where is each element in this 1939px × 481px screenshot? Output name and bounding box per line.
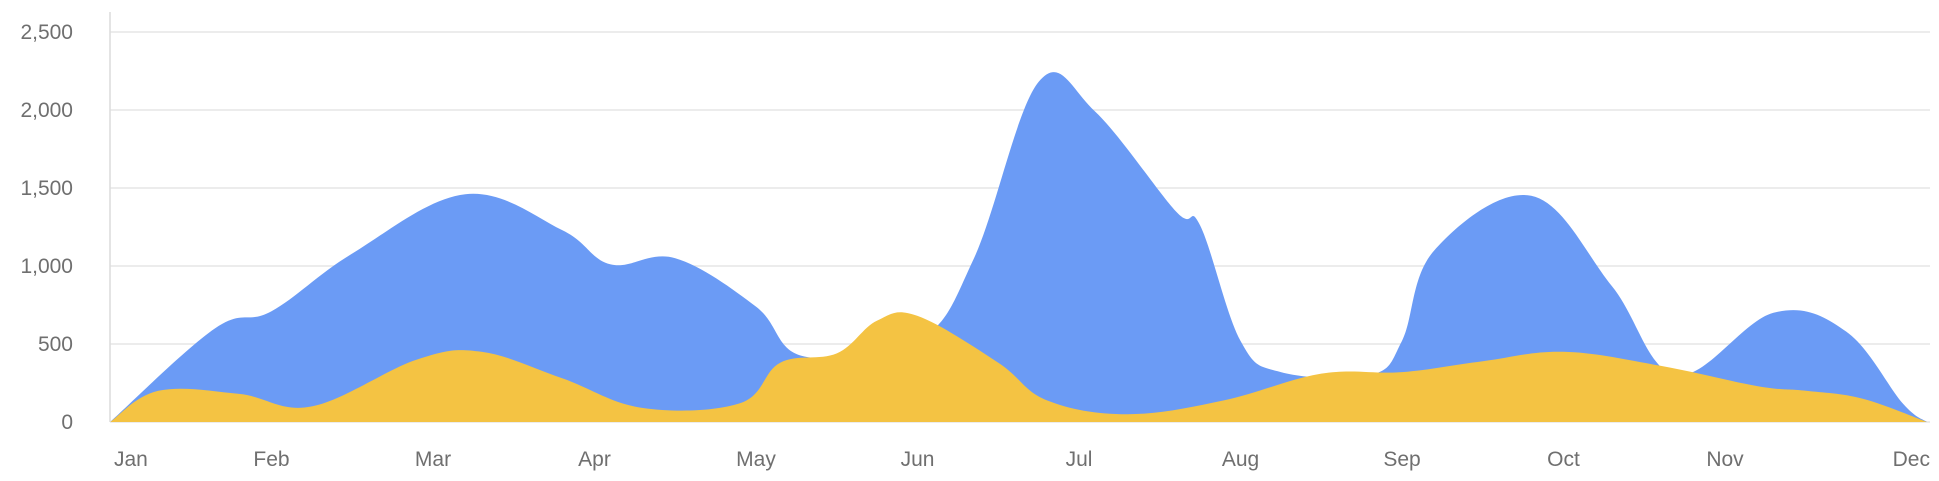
y-tick-label: 0 bbox=[61, 411, 73, 434]
y-tick-label: 2,000 bbox=[20, 99, 73, 122]
y-tick-label: 1,500 bbox=[20, 177, 73, 200]
x-tick-label: Feb bbox=[253, 448, 289, 471]
y-axis-ticks: 0 500 1,000 1,500 2,000 2,500 bbox=[20, 21, 73, 434]
x-tick-label: Apr bbox=[578, 448, 611, 471]
x-tick-label: Oct bbox=[1547, 448, 1580, 471]
x-tick-label: Aug bbox=[1222, 448, 1259, 471]
series-area-1 bbox=[110, 72, 1927, 423]
y-tick-label: 500 bbox=[38, 333, 73, 356]
x-tick-label: Jan bbox=[114, 448, 148, 471]
y-tick-label: 2,500 bbox=[20, 21, 73, 44]
x-tick-label: Mar bbox=[415, 448, 451, 471]
x-tick-label: May bbox=[736, 448, 776, 471]
y-tick-label: 1,000 bbox=[20, 255, 73, 278]
x-tick-label: Jun bbox=[901, 448, 935, 471]
x-tick-label: Nov bbox=[1706, 448, 1744, 471]
chart-areas bbox=[110, 72, 1927, 423]
x-axis-ticks: Jan Feb Mar Apr May Jun Jul Aug Sep Oct Nov Dec bbox=[114, 448, 1930, 471]
x-tick-label: Dec bbox=[1893, 448, 1930, 471]
x-tick-label: Sep bbox=[1383, 448, 1420, 471]
x-tick-label: Jul bbox=[1066, 448, 1093, 471]
series-area-2 bbox=[110, 312, 1927, 422]
